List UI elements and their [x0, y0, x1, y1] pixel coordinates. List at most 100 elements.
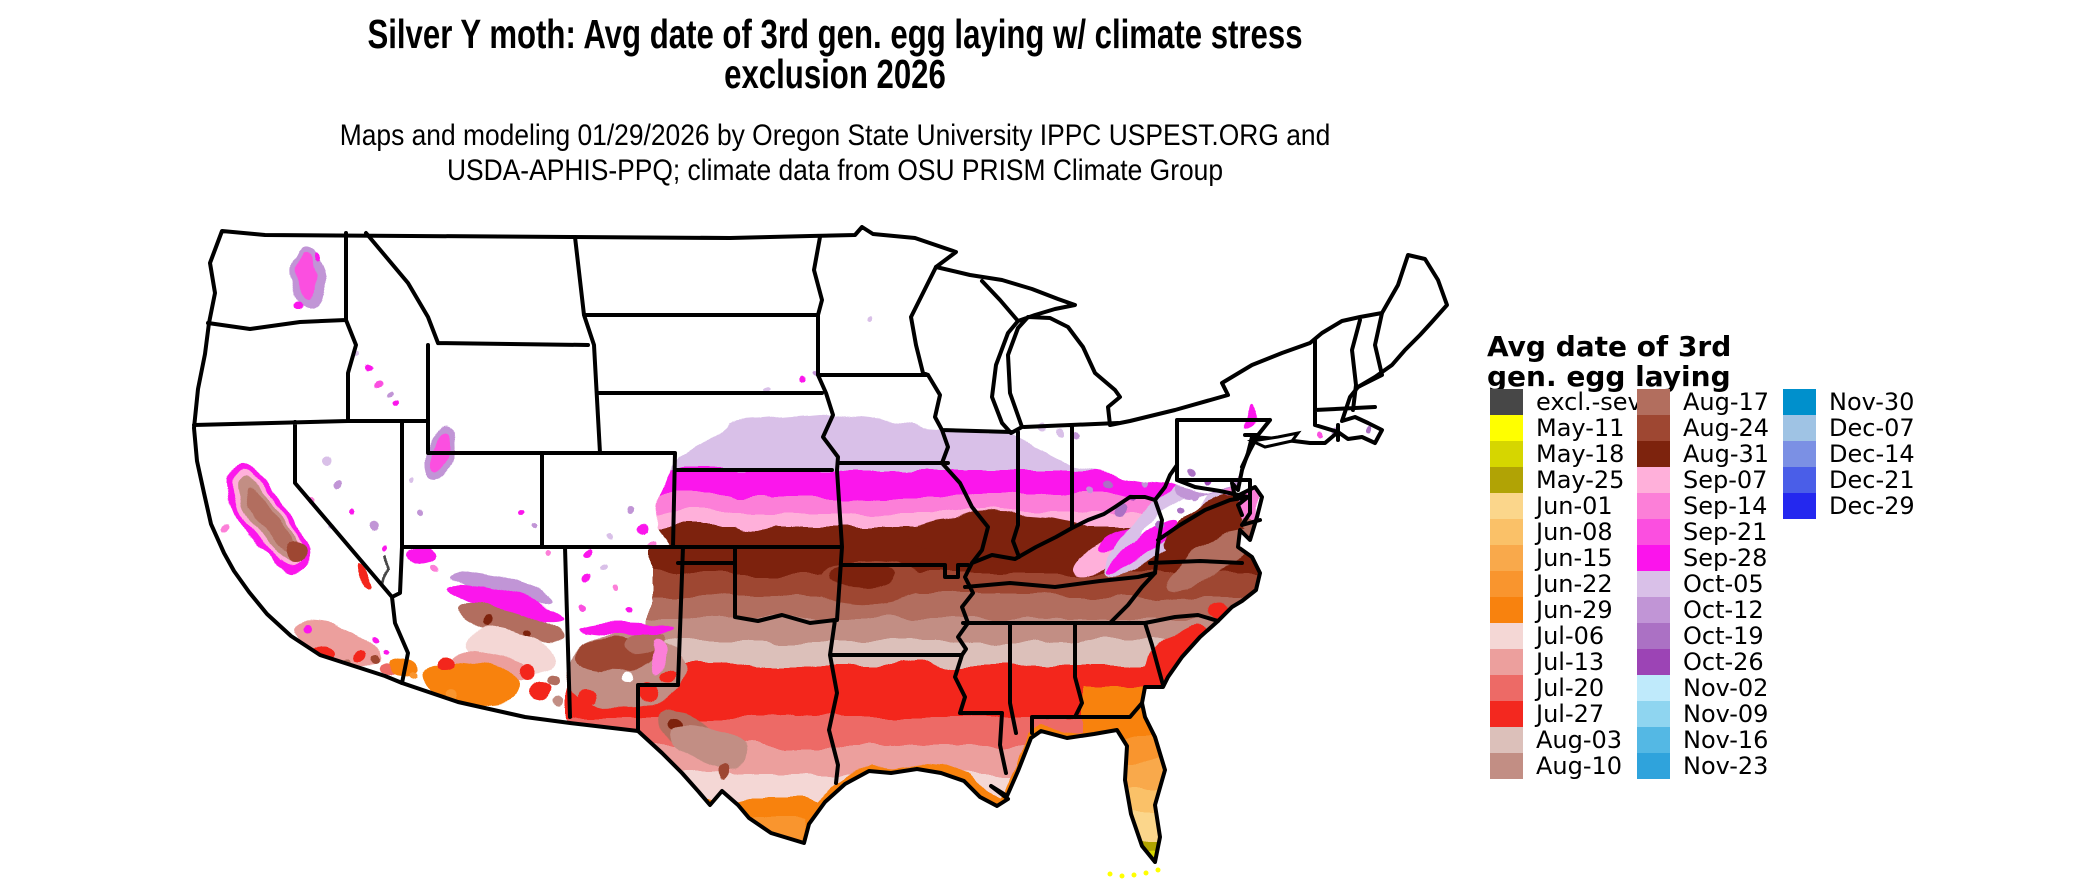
legend-label: Aug-24	[1683, 414, 1770, 442]
legend-label: Dec-07	[1829, 414, 1915, 442]
legend-swatch	[1490, 519, 1523, 545]
legend-label: Jun-29	[1536, 596, 1613, 624]
legend-label: Sep-14	[1683, 492, 1768, 520]
legend-item: Oct-19	[1637, 623, 1769, 649]
legend-item: Dec-14	[1783, 441, 1915, 467]
legend-item: Jul-06	[1490, 623, 1648, 649]
legend-swatch	[1490, 389, 1523, 415]
legend-label: Nov-02	[1683, 674, 1769, 702]
legend-item: Nov-02	[1637, 675, 1769, 701]
us-map-svg	[192, 225, 1449, 879]
legend-item: Jun-01	[1490, 493, 1648, 519]
legend-swatch	[1490, 623, 1523, 649]
map-subtitle: Maps and modeling 01/29/2026 by Oregon S…	[0, 118, 1670, 188]
legend-swatch	[1490, 571, 1523, 597]
legend-item: Oct-12	[1637, 597, 1769, 623]
legend-swatch	[1490, 415, 1523, 441]
legend-item: Sep-07	[1637, 467, 1769, 493]
legend-label: Jun-08	[1536, 518, 1613, 546]
legend-swatch	[1637, 467, 1670, 493]
legend-item: Jun-15	[1490, 545, 1648, 571]
legend-swatch	[1637, 623, 1670, 649]
legend-item: May-25	[1490, 467, 1648, 493]
legend-label: Sep-21	[1683, 518, 1768, 546]
subtitle-line-2: USDA-APHIS-PPQ; climate data from OSU PR…	[446, 154, 1224, 187]
legend-swatch	[1490, 441, 1523, 467]
legend-item: Aug-10	[1490, 753, 1648, 779]
legend-label: Dec-21	[1829, 466, 1915, 494]
legend-label: Jul-27	[1536, 700, 1605, 728]
subtitle-line-1: Maps and modeling 01/29/2026 by Oregon S…	[339, 119, 1331, 152]
legend-label: Jul-13	[1536, 648, 1605, 676]
legend-swatch	[1637, 701, 1670, 727]
legend-swatch	[1490, 545, 1523, 571]
legend-swatch	[1637, 519, 1670, 545]
legend-label: Aug-17	[1683, 388, 1770, 416]
legend-label: Nov-16	[1683, 726, 1769, 754]
legend-item: Sep-21	[1637, 519, 1769, 545]
legend-swatch	[1783, 389, 1816, 415]
legend-swatch	[1637, 675, 1670, 701]
legend-item: Jun-08	[1490, 519, 1648, 545]
legend-item: Sep-14	[1637, 493, 1769, 519]
legend-item: Jul-20	[1490, 675, 1648, 701]
map-title: Silver Y moth: Avg date of 3rd gen. egg …	[0, 11, 1670, 97]
legend-label: Jul-20	[1536, 674, 1605, 702]
legend-swatch	[1637, 389, 1670, 415]
legend-label: Oct-12	[1683, 596, 1764, 624]
legend-swatch	[1783, 493, 1816, 519]
legend-column-2: Aug-17 Aug-24 Aug-31 Sep-07 Sep-14 Sep-21 Sep-…	[1637, 389, 1769, 779]
legend-swatch	[1637, 415, 1670, 441]
legend-item: Aug-17	[1637, 389, 1769, 415]
map-legend: Avg date of 3rd gen. egg laying excl.-se…	[1487, 332, 1915, 779]
legend-item: Jun-29	[1490, 597, 1648, 623]
legend-label: Nov-23	[1683, 752, 1769, 780]
state-borders	[192, 231, 1384, 785]
legend-item: excl.-sev.	[1490, 389, 1648, 415]
legend-item: Oct-05	[1637, 571, 1769, 597]
legend-item: Jun-22	[1490, 571, 1648, 597]
legend-swatch	[1490, 649, 1523, 675]
legend-swatch	[1637, 493, 1670, 519]
legend-swatch	[1783, 467, 1816, 493]
legend-swatch	[1637, 649, 1670, 675]
legend-item: Aug-31	[1637, 441, 1769, 467]
legend-swatch	[1490, 493, 1523, 519]
legend-swatch	[1637, 597, 1670, 623]
legend-item: Dec-21	[1783, 467, 1915, 493]
legend-label: Aug-03	[1536, 726, 1623, 754]
legend-swatch	[1637, 753, 1670, 779]
legend-label: Jun-01	[1536, 492, 1613, 520]
legend-label: Oct-05	[1683, 570, 1764, 598]
legend-swatch	[1490, 727, 1523, 753]
legend-column-1: excl.-sev. May-11 May-18 May-25 Jun-01 Jun-08…	[1490, 389, 1648, 779]
legend-swatch	[1637, 571, 1670, 597]
legend-label: Oct-26	[1683, 648, 1764, 676]
legend-item: Nov-09	[1637, 701, 1769, 727]
florida-keys	[1107, 867, 1161, 879]
legend-label: Oct-19	[1683, 622, 1764, 650]
legend-label: May-18	[1536, 440, 1625, 468]
title-line-2: exclusion 2026	[724, 51, 946, 97]
legend-swatch	[1637, 441, 1670, 467]
legend-label: Jun-15	[1536, 544, 1613, 572]
legend-label: Jul-06	[1536, 622, 1605, 650]
legend-item: Jul-27	[1490, 701, 1648, 727]
title-line-1: Silver Y moth: Avg date of 3rd gen. egg …	[367, 11, 1303, 57]
long-island	[1246, 430, 1302, 449]
legend-swatch	[1637, 545, 1670, 571]
legend-item: Dec-29	[1783, 493, 1915, 519]
legend-label: Nov-30	[1829, 388, 1915, 416]
legend-label: Dec-14	[1829, 440, 1915, 468]
legend-label: Aug-10	[1536, 752, 1623, 780]
legend-label: Sep-07	[1683, 466, 1768, 494]
legend-swatch	[1783, 441, 1816, 467]
legend-label: Dec-29	[1829, 492, 1915, 520]
legend-item: Nov-16	[1637, 727, 1769, 753]
legend-item: Dec-07	[1783, 415, 1915, 441]
legend-swatch	[1490, 753, 1523, 779]
legend-label: Jun-22	[1536, 570, 1613, 598]
legend-item: May-18	[1490, 441, 1648, 467]
legend-swatch	[1637, 727, 1670, 753]
